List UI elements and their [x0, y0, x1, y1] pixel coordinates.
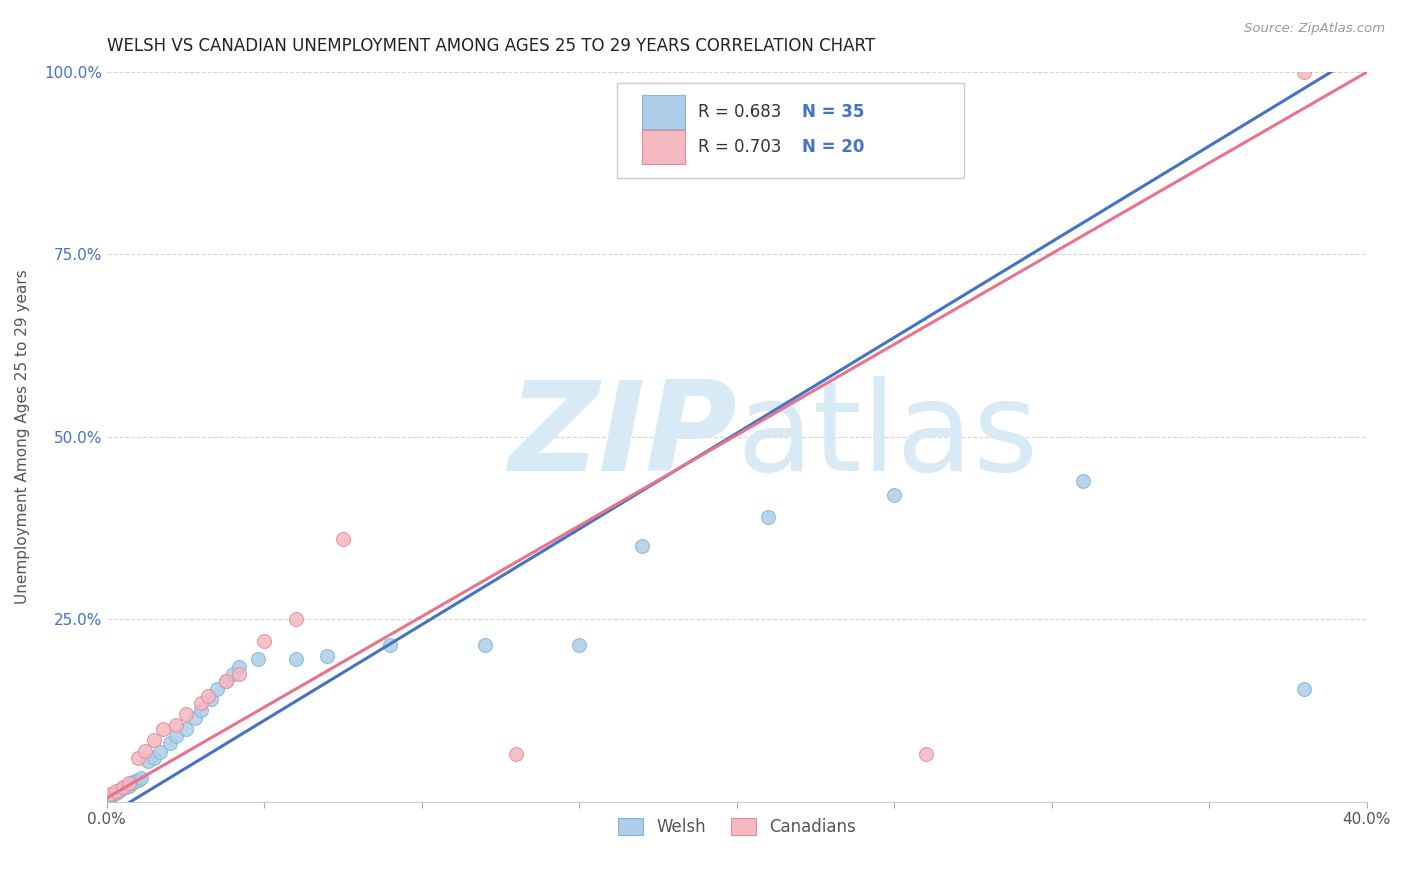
- Point: [108, 783, 131, 797]
- FancyBboxPatch shape: [617, 83, 963, 178]
- Point: [121, 776, 143, 790]
- Point: [134, 743, 156, 757]
- Point: [284, 652, 307, 666]
- Point: [105, 783, 128, 797]
- Point: [174, 722, 197, 736]
- Text: Source: ZipAtlas.com: Source: ZipAtlas.com: [1244, 22, 1385, 36]
- Point: [222, 667, 245, 681]
- Point: [101, 787, 124, 801]
- Text: N = 35: N = 35: [803, 103, 865, 121]
- Point: [165, 729, 187, 743]
- Point: [98, 787, 121, 801]
- Point: [143, 751, 166, 765]
- Text: N = 20: N = 20: [803, 138, 865, 156]
- Text: R = 0.703: R = 0.703: [697, 138, 782, 156]
- FancyBboxPatch shape: [643, 95, 685, 129]
- Point: [118, 776, 141, 790]
- Point: [228, 667, 250, 681]
- Point: [1071, 474, 1094, 488]
- Point: [159, 736, 181, 750]
- Point: [118, 779, 141, 793]
- Text: atlas: atlas: [737, 376, 1039, 498]
- Point: [136, 755, 159, 769]
- Point: [253, 634, 276, 648]
- Point: [914, 747, 936, 761]
- Point: [215, 674, 238, 689]
- Point: [380, 638, 402, 652]
- Y-axis label: Unemployment Among Ages 25 to 29 years: Unemployment Among Ages 25 to 29 years: [15, 269, 30, 604]
- Text: R = 0.683: R = 0.683: [697, 103, 782, 121]
- Point: [200, 692, 222, 706]
- Point: [505, 747, 527, 761]
- Point: [105, 786, 128, 800]
- Point: [127, 751, 149, 765]
- Point: [474, 638, 496, 652]
- Point: [111, 780, 134, 794]
- Point: [165, 718, 187, 732]
- Point: [127, 772, 149, 787]
- Point: [215, 674, 238, 689]
- Point: [190, 696, 212, 710]
- Point: [184, 711, 207, 725]
- Point: [124, 774, 146, 789]
- Point: [332, 532, 354, 546]
- Point: [197, 689, 219, 703]
- Point: [190, 703, 212, 717]
- Point: [1292, 681, 1315, 696]
- Point: [205, 681, 228, 696]
- FancyBboxPatch shape: [643, 130, 685, 164]
- Point: [228, 659, 250, 673]
- Point: [568, 638, 591, 652]
- Point: [883, 488, 905, 502]
- Point: [756, 510, 779, 524]
- Point: [284, 612, 307, 626]
- Point: [111, 781, 134, 796]
- Point: [131, 771, 153, 785]
- Point: [152, 722, 174, 736]
- Legend: Welsh, Canadians: Welsh, Canadians: [609, 809, 865, 845]
- Point: [316, 648, 339, 663]
- Point: [1292, 65, 1315, 79]
- Point: [174, 706, 197, 721]
- Point: [631, 539, 654, 553]
- Point: [98, 791, 121, 805]
- Point: [114, 780, 136, 794]
- Point: [149, 745, 172, 759]
- Point: [143, 732, 166, 747]
- Point: [246, 652, 269, 666]
- Text: WELSH VS CANADIAN UNEMPLOYMENT AMONG AGES 25 TO 29 YEARS CORRELATION CHART: WELSH VS CANADIAN UNEMPLOYMENT AMONG AGE…: [107, 37, 875, 55]
- Text: ZIP: ZIP: [508, 376, 737, 498]
